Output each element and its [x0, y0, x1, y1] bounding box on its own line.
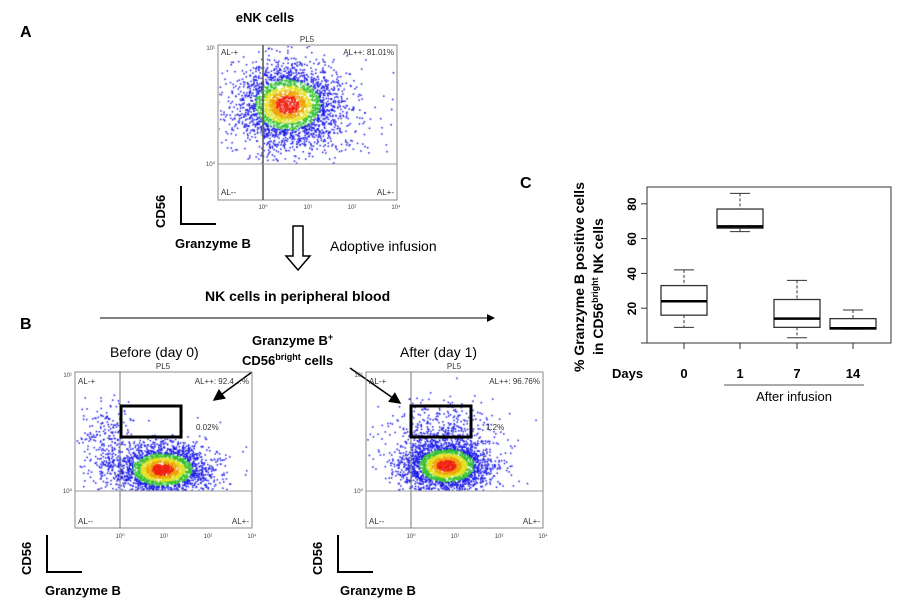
plot-header: PL5 [156, 362, 171, 371]
gate-rectangle [411, 406, 471, 437]
y-tick-label: 40 [625, 267, 639, 281]
axis-indicator-icon [181, 186, 216, 224]
x-tick: 10² [204, 534, 213, 540]
after-infusion-label: After infusion [756, 389, 832, 404]
quadrant-label-ll: AL-- [369, 517, 384, 526]
quadrant-label-ur: AL++: 92.4…% [195, 377, 249, 386]
svg-text:10⁰: 10⁰ [258, 204, 268, 211]
panel-label-c: C [520, 175, 532, 192]
panel-label-b: B [20, 316, 32, 333]
quadrant-label-lr: AL+- [377, 188, 394, 197]
quadrant-label-ul: AL-+ [78, 377, 95, 386]
quadrant-label-ur: AL++: 81.01% [343, 48, 394, 57]
x-tick: 10² [495, 534, 504, 540]
y-tick: 10⁰ [63, 488, 73, 495]
x-axis-label-granzyme: Granzyme B [45, 583, 121, 598]
svg-text:10⁰: 10⁰ [206, 161, 216, 168]
gate-percentage: 1.2% [486, 423, 504, 432]
svg-text:10⁴: 10⁴ [391, 204, 401, 211]
callout-line1: Granzyme B+ [252, 332, 333, 348]
x-tick: 10¹ [451, 534, 460, 540]
y-tick: 10⁰ [354, 488, 364, 495]
quadrant-label-ul: AL-+ [369, 377, 386, 386]
gate-rectangle [121, 406, 181, 437]
gate-percentage: 0.02% [196, 423, 219, 432]
peripheral-blood-title: NK cells in peripheral blood [205, 288, 390, 304]
flow-plot-enk: PL5 AL-+ AL++: 81.01% AL-- AL+- 10¹ 10⁰ … [206, 35, 401, 211]
callout-line2: CD56bright cells [242, 352, 333, 368]
figure: A eNK cells PL5 AL-+ AL++: 81.01% AL-- A… [0, 0, 900, 611]
axis-indicator-icon [47, 535, 82, 572]
x-tick-label: 1 [736, 366, 743, 381]
x-tick: 10⁴ [538, 533, 548, 540]
y-tick-label: 20 [625, 302, 639, 316]
y-axis-label-cd56: CD56 [19, 542, 34, 575]
chart-y-label-line2: in CD56bright NK cells [590, 218, 606, 355]
x-tick-label: 0 [680, 366, 687, 381]
days-label: Days [612, 366, 643, 381]
adoptive-infusion-label: Adoptive infusion [330, 238, 437, 254]
flow-plot-before: PL5 AL-+ AL++: 92.4…% AL-- AL+- 10¹ 10⁰ 10⁰ 10¹ 1… [63, 362, 257, 540]
plot-header: PL5 [447, 362, 462, 371]
quadrant-label-ll: AL-- [78, 517, 93, 526]
y-tick-label: 60 [625, 232, 639, 246]
before-title: Before (day 0) [110, 344, 199, 360]
flow-plot-after: PL5 AL-+ AL++: 96.76% AL-- AL+- 10¹ 10⁰ 10⁰ 10¹ 1… [354, 362, 548, 540]
y-axis-label-cd56: CD56 [153, 195, 168, 228]
panel-label-a: A [20, 24, 32, 41]
x-tick: 10⁴ [247, 533, 257, 540]
x-tick: 10¹ [160, 534, 169, 540]
box-day-7 [774, 300, 820, 328]
boxplot: 20 40 60 80 0 1 7 14 [625, 193, 876, 381]
x-tick: 10⁰ [115, 533, 125, 540]
y-tick-label: 80 [625, 197, 639, 211]
after-title: After (day 1) [400, 344, 477, 360]
down-arrow-icon [286, 226, 310, 270]
quadrant-label-ur: AL++: 96.76% [489, 377, 540, 386]
y-tick: 10¹ [63, 373, 72, 379]
x-axis-label-granzyme: Granzyme B [340, 583, 416, 598]
x-axis-label-granzyme: Granzyme B [175, 236, 251, 251]
quadrant-label-lr: AL+- [523, 517, 540, 526]
svg-text:10¹: 10¹ [304, 205, 313, 211]
panel-a-title: eNK cells [236, 10, 295, 25]
quadrant-label-ul: AL-+ [221, 48, 238, 57]
x-tick-label: 14 [846, 366, 861, 381]
svg-text:10²: 10² [348, 205, 357, 211]
chart-y-label-line1: % Granzyme B positive cells [571, 182, 587, 372]
quadrant-label-lr: AL+- [232, 517, 249, 526]
plot-header: PL5 [300, 35, 315, 44]
y-axis-label-cd56: CD56 [310, 542, 325, 575]
x-tick-label: 7 [793, 366, 800, 381]
quadrant-label-ll: AL-- [221, 188, 236, 197]
y-tick: 10¹ [354, 373, 363, 379]
axis-indicator-icon [338, 535, 373, 572]
svg-text:10¹: 10¹ [206, 46, 215, 52]
x-tick: 10⁰ [406, 533, 416, 540]
